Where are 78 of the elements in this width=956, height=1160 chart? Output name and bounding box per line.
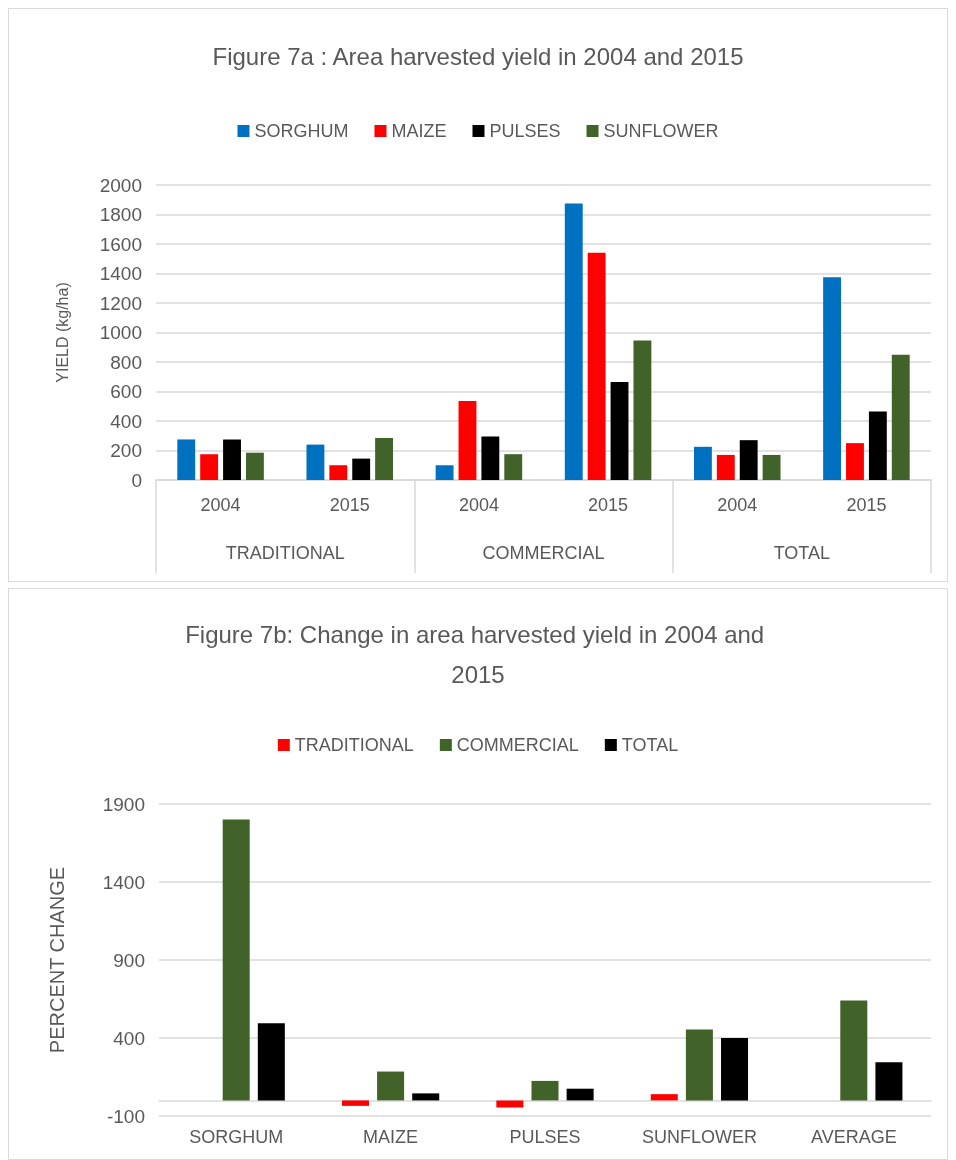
y-axis-title: PERCENT CHANGE [46,866,68,1054]
bar [306,444,325,480]
y-tick-label: 900 [113,949,145,971]
bar [587,252,606,480]
x-tick-label: 2015 [588,495,629,515]
x-tick-label: 2004 [717,495,758,515]
bar [329,465,348,480]
bar [846,443,864,480]
bar [245,452,264,480]
bar [412,1093,440,1101]
x-tick-label: 2015 [329,495,370,515]
bar [377,1071,405,1101]
legend-label: TRADITIONAL [294,735,414,755]
bar [823,277,842,480]
legend-label: SUNFLOWER [603,121,719,141]
y-tick-label: 1800 [99,204,142,225]
y-tick-label: 1200 [99,292,142,314]
x-tick-label: SUNFLOWER [641,1127,757,1147]
chart-title: Figure 7a : Area harvested yield in 2004 and 2015 [212,42,744,70]
y-axis-title: YIELD (kg/ha) [53,282,71,383]
bar [739,440,758,480]
x-tick-label: SORGHUM [189,1127,284,1147]
y-tick-label: 1400 [99,263,142,284]
x-tick-label: AVERAGE [810,1127,897,1147]
bar [200,454,219,480]
y-tick-label: 1600 [99,233,142,255]
bar [716,454,735,480]
bar [223,439,241,480]
legend-label: PULSES [489,121,561,141]
bar [721,1038,749,1101]
text: TOTAL [773,543,831,563]
text: TRADITIONAL [225,543,345,563]
bar [875,1062,903,1101]
legend-label: SORGHUM [254,121,349,141]
y-tick-label: 400 [113,1027,145,1049]
bar [504,454,523,480]
bar [496,1100,524,1108]
chart-title: Figure 7b: Change in area harvested yield in 2004 and 2015 [185,620,771,688]
bar [840,1000,868,1101]
y-tick-label: 600 [110,381,142,402]
y-tick-label: 2000 [99,174,142,196]
bar [458,401,477,480]
bar [650,1094,678,1101]
x-tick-label: 2004 [200,495,241,515]
y-tick-label: 0 [131,469,142,491]
bar [685,1029,713,1101]
bar [341,1100,369,1106]
bar [352,458,371,480]
bar [435,465,454,480]
bar [222,819,250,1101]
x-tick-label: 2015 [846,495,887,515]
legend-label: MAIZE [391,121,447,141]
x-tick-label: MAIZE [363,1127,419,1147]
y-tick-label: 400 [110,410,142,432]
bar [762,454,781,480]
x-tick-label: PULSES [509,1127,581,1147]
bar [375,437,394,480]
bar [693,446,712,480]
bar [868,411,887,480]
bar [257,1023,285,1101]
bar [566,1088,594,1101]
x-tick-label: 2004 [458,495,499,515]
y-tick-label: 800 [110,351,142,373]
bar [531,1080,559,1101]
bar [481,436,500,480]
bar [891,354,910,480]
bar [177,439,196,480]
bar [633,340,652,480]
bar [564,203,583,480]
y-tick-label: 200 [110,440,142,461]
y-tick-label: 1000 [99,322,142,343]
y-tick-label: 1900 [102,793,145,815]
bar [610,381,629,480]
y-tick-label: -100 [106,1105,145,1127]
legend-label: TOTAL [621,735,679,755]
y-tick-label: 1400 [102,871,145,893]
legend-label: COMMERCIAL [456,735,579,755]
text: COMMERCIAL [482,543,605,563]
